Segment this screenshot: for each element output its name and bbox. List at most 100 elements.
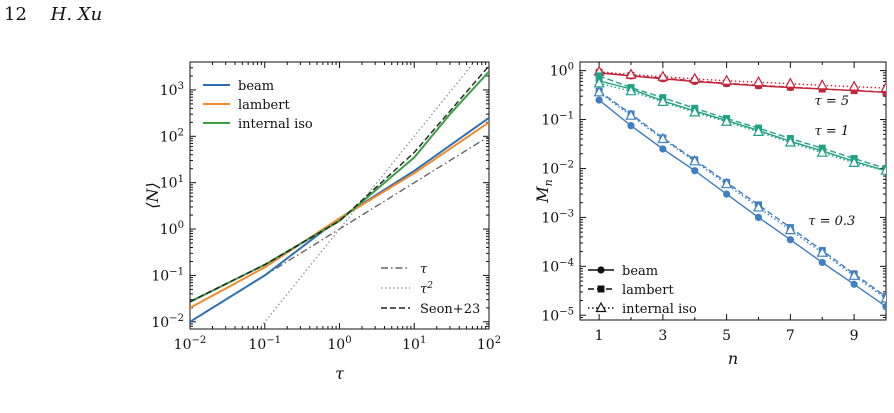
x-tick-label: 100 [327, 335, 351, 353]
point-iso-tau-1 [752, 125, 765, 136]
legend-label: beam [622, 264, 658, 279]
point-iso-tau-5 [752, 75, 765, 87]
x-axis-label: n [728, 349, 738, 368]
left-series-group [190, 63, 489, 329]
legend-label: internal iso [622, 302, 697, 317]
series-line-lambert-tau-1 [598, 75, 886, 170]
point-iso-tau-0.3 [848, 269, 860, 280]
left-chart: 10−2 10−1 100 101 102 10−2 10−1 100 101 102 103 τ ⟨N… [143, 61, 501, 383]
x-tick-label: 10−1 [248, 335, 281, 353]
author-name: H. Xu [50, 4, 103, 25]
point-iso-tau-1 [721, 115, 733, 126]
series-line-lambert-tau-0.3 [598, 90, 886, 298]
y-tick-label: 100 [550, 62, 574, 80]
page-header: 12 H. Xu [4, 4, 102, 25]
point-iso-tau-5 [816, 79, 828, 90]
point-beam-tau-0.3 [691, 167, 699, 175]
y-axis-label: ⟨N⟩ [143, 182, 162, 208]
point-iso-tau-1 [880, 164, 886, 175]
point-beam-tau-0.3 [850, 280, 858, 288]
y-tick-label: 10−1 [541, 111, 574, 129]
point-beam-tau-0.3 [595, 96, 603, 104]
point-iso-tau-0.3 [721, 177, 733, 189]
point-beam-tau-0.3 [882, 303, 886, 311]
tau-annotation: τ = 0.3 [808, 214, 855, 229]
point-beam-tau-0.3 [818, 258, 826, 267]
point-iso-tau-1 [848, 156, 860, 167]
point-lambert-tau-5 [882, 88, 886, 96]
point-beam-tau-0.3 [723, 190, 731, 198]
point-iso-tau-1 [784, 136, 796, 147]
legend-label: internal iso [238, 117, 313, 132]
legend-label: Seon+23 [420, 302, 480, 317]
y-tick-label: 101 [160, 174, 184, 192]
x-axis-label: τ [335, 364, 345, 383]
page-number: 12 [4, 4, 27, 25]
x-tick-label: 10−2 [174, 335, 207, 353]
x-tick-label: 102 [477, 335, 501, 353]
x-tick-label: 7 [786, 328, 795, 344]
x-tick-label: 5 [722, 328, 731, 344]
point-iso-tau-0.3 [657, 132, 669, 144]
y-tick-label: 10−4 [541, 257, 574, 275]
series-line-seon-23 [190, 65, 489, 303]
point-beam-tau-0.3 [627, 122, 635, 130]
point-iso-tau-5 [880, 81, 886, 93]
point-iso-tau-5 [689, 72, 701, 83]
point-iso-tau-1 [689, 106, 701, 117]
legend-label: lambert [238, 98, 290, 113]
tau-annotation: τ = 5 [815, 94, 850, 109]
point-iso-tau-1 [625, 84, 637, 96]
series-line-lambert [190, 121, 489, 309]
point-iso-tau-0.3 [689, 155, 701, 166]
tau-annotation: τ = 1 [815, 124, 850, 139]
y-tick-label: 10−2 [151, 313, 184, 331]
x-tick-label: 3 [658, 328, 667, 344]
point-beam-tau-0.3 [786, 236, 794, 244]
y-tick-label: 100 [160, 220, 184, 238]
series-line-beam-tau-1 [598, 80, 886, 172]
series-line-internal-iso [190, 70, 489, 303]
x-tick-label: 9 [850, 328, 859, 344]
x-tick-label: 1 [595, 328, 604, 344]
y-tick-label: 10−1 [151, 267, 184, 285]
y-tick-label: 10−2 [541, 160, 574, 178]
point-iso-tau-5 [625, 68, 637, 79]
legend-label: beam [238, 79, 274, 94]
legend-label: lambert [622, 283, 674, 298]
point-beam-tau-0.3 [659, 145, 667, 153]
y-tick-label: 10−3 [541, 209, 574, 227]
y-tick-label: 10−5 [541, 306, 574, 324]
legend-label: τ2 [420, 281, 433, 297]
right-series-group [593, 65, 886, 311]
y-axis-label: Mn [533, 179, 555, 203]
point-iso-tau-5 [848, 80, 860, 91]
point-iso-tau-1 [657, 95, 669, 106]
point-iso-tau-0.3 [880, 292, 886, 303]
legend-marker [595, 301, 607, 313]
point-iso-tau-0.3 [784, 223, 796, 235]
x-tick-label: 101 [402, 335, 426, 353]
legend-marker [597, 285, 605, 293]
point-iso-tau-0.3 [816, 246, 828, 257]
right-plot-frame [579, 61, 887, 321]
point-iso-tau-0.3 [593, 86, 605, 97]
left-plot-frame [189, 61, 490, 330]
series-line-beam-tau-0.3 [598, 99, 886, 308]
series-line-lambert-tau-5 [599, 71, 886, 93]
point-iso-tau-0.3 [625, 109, 637, 120]
point-iso-tau-0.3 [752, 201, 765, 212]
point-iso-tau-1 [816, 146, 828, 157]
y-tick-label: 102 [160, 127, 184, 145]
point-lambert-tau-1 [595, 72, 603, 80]
y-tick-label: 103 [160, 81, 184, 99]
legend-marker [597, 266, 605, 274]
right-chart: 1 3 5 7 9 10−5 10−4 10−3 10−2 10−1 100 n Mn τ = 5 τ = … [533, 61, 887, 368]
point-iso-tau-5 [784, 77, 796, 88]
series-line-iso-tau-0.3 [598, 91, 886, 300]
series-line-iso-tau-5 [599, 71, 886, 89]
point-beam-tau-0.3 [754, 213, 763, 222]
legend-label: τ [420, 262, 428, 277]
point-iso-tau-5 [657, 70, 669, 81]
